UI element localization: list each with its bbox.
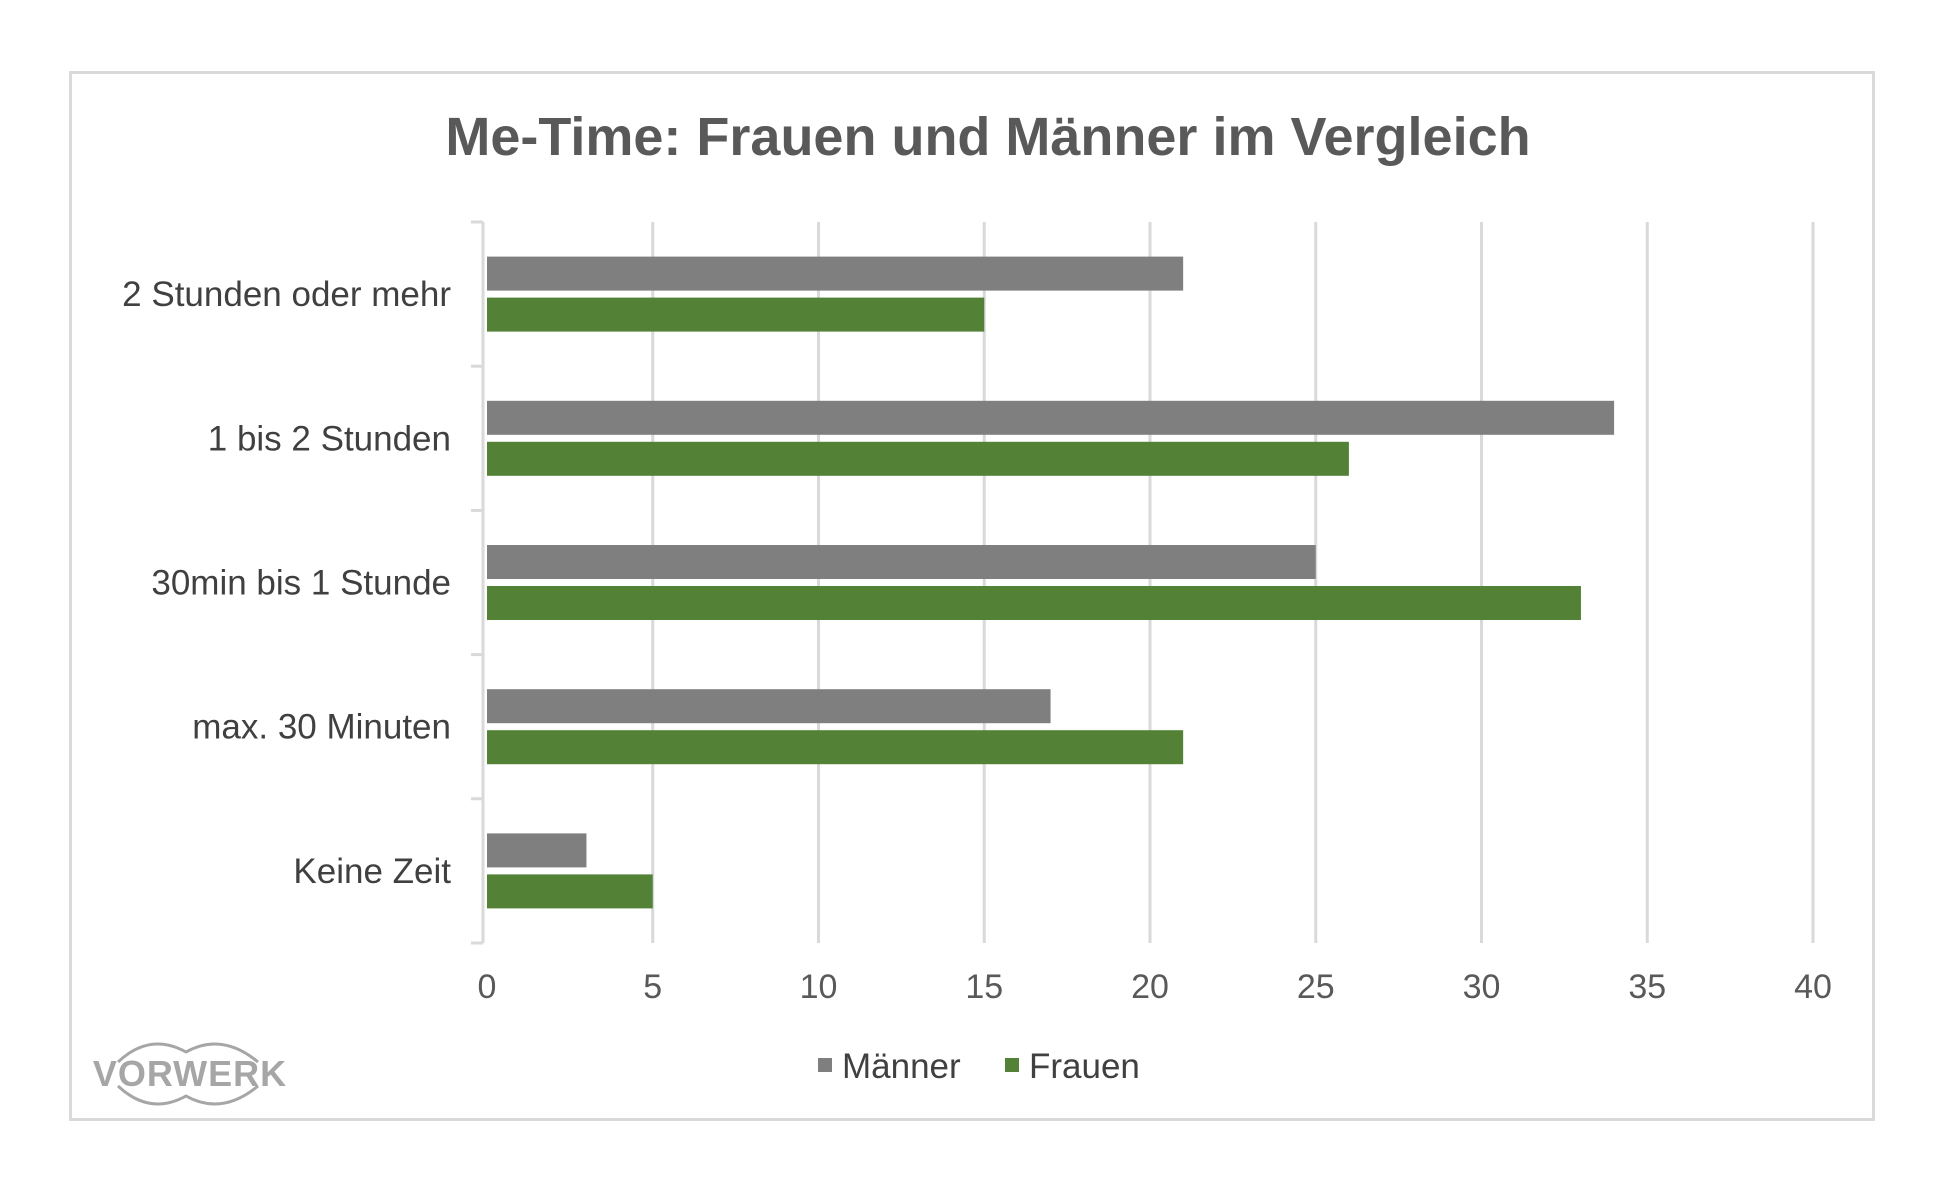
x-tick-label: 5 [643,968,662,1006]
bar [487,833,587,868]
category-label: 2 Stunden oder mehr [122,275,451,314]
x-tick-label: 20 [1131,968,1169,1006]
x-tick-label: 0 [478,968,497,1006]
bars [487,256,1615,909]
category-labels: 2 Stunden oder mehr 1 bis 2 Stunden 30min … [122,275,451,891]
gridlines [651,222,1815,943]
category-label: 30min bis 1 Stunde [151,564,451,603]
bar [487,689,1051,724]
x-tick-label: 40 [1794,968,1832,1006]
bar [487,874,653,909]
x-tick-label: 10 [800,968,838,1006]
bar [487,441,1349,476]
logo-arc-top [116,1042,259,1064]
bar [487,400,1615,435]
legend-label: Frauen [1029,1047,1140,1086]
x-tick-label: 15 [965,968,1003,1006]
legend: Männer Frauen [818,1047,1140,1086]
category-label: max. 30 Minuten [192,708,451,747]
bar [487,297,985,332]
bar [487,256,1184,291]
x-tick-label: 25 [1297,968,1335,1006]
x-tick-labels: 0 5 10 15 20 25 30 35 40 [478,968,1832,1006]
x-tick-label: 30 [1463,968,1501,1006]
logo-arc-bottom [116,1084,259,1106]
legend-label: Männer [842,1047,961,1086]
legend-swatch [1005,1058,1019,1072]
chart-title: Me-Time: Frauen und Männer im Vergleich [445,107,1530,167]
category-label: Keine Zeit [293,852,451,891]
category-label: 1 bis 2 Stunden [208,419,451,458]
x-tick-label: 35 [1628,968,1666,1006]
bar [487,730,1184,765]
vorwerk-logo: VORWERK [93,1042,287,1106]
logo-text: VORWERK [93,1053,287,1094]
legend-swatch [818,1058,832,1072]
bar [487,545,1316,579]
category-axis [471,220,485,945]
bar [487,586,1581,620]
